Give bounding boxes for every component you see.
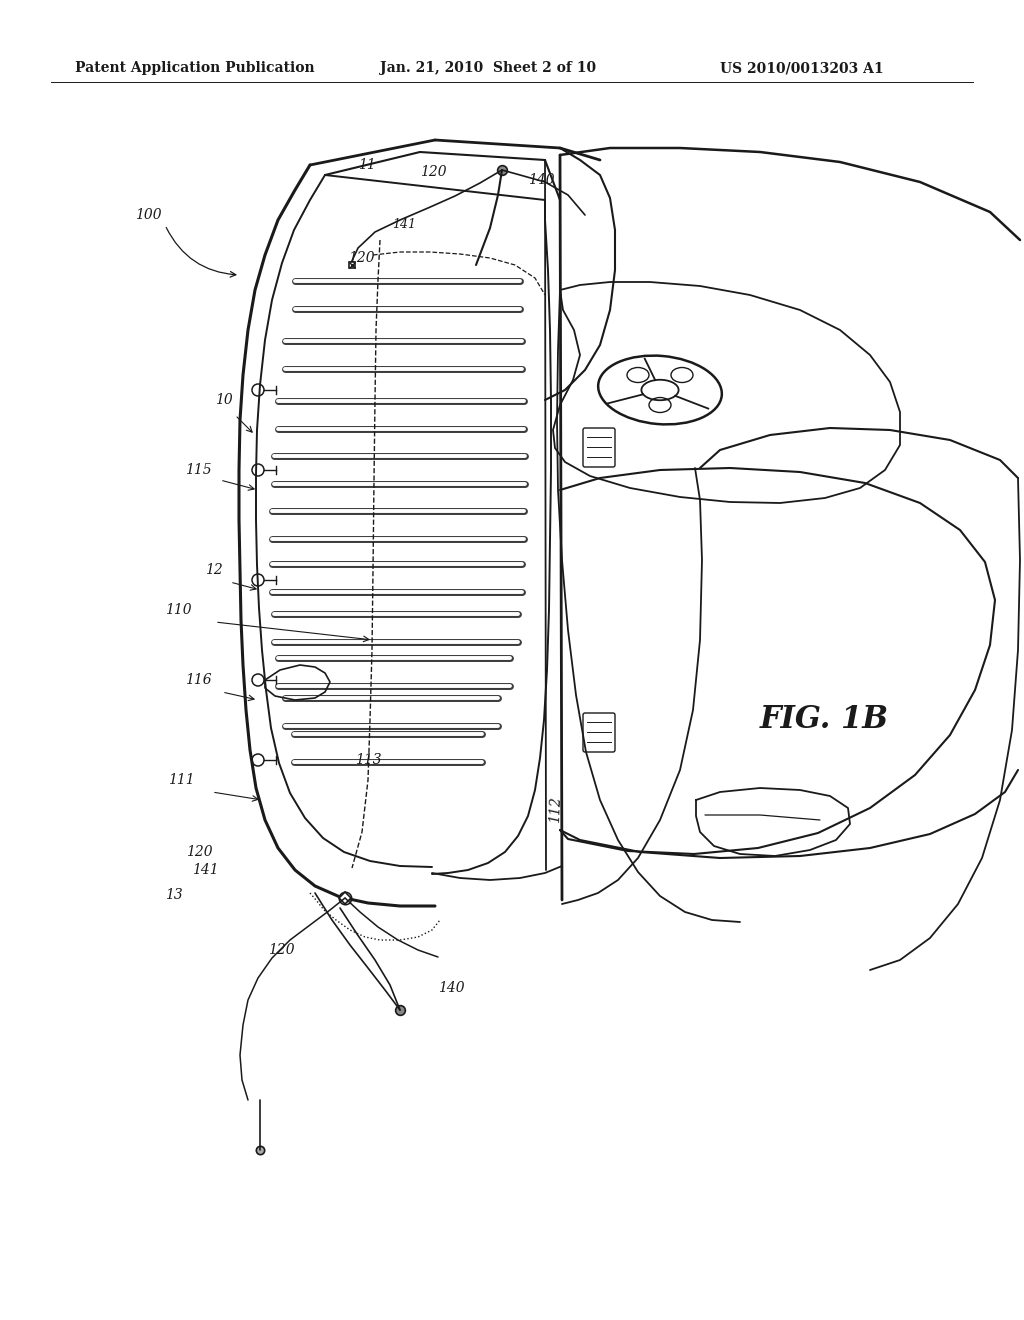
Text: 13: 13 xyxy=(165,888,182,902)
Text: 120: 120 xyxy=(268,942,295,957)
Text: 141: 141 xyxy=(392,219,416,231)
Text: 120: 120 xyxy=(348,251,375,265)
Text: 115: 115 xyxy=(185,463,212,477)
Text: 12: 12 xyxy=(205,564,223,577)
Text: 100: 100 xyxy=(135,209,162,222)
Text: US 2010/0013203 A1: US 2010/0013203 A1 xyxy=(720,61,884,75)
Text: 120: 120 xyxy=(420,165,446,180)
Text: Jan. 21, 2010  Sheet 2 of 10: Jan. 21, 2010 Sheet 2 of 10 xyxy=(380,61,596,75)
Text: 140: 140 xyxy=(438,981,465,995)
Text: 116: 116 xyxy=(185,673,212,686)
Text: 110: 110 xyxy=(165,603,191,616)
Text: 112: 112 xyxy=(548,796,563,824)
Text: 11: 11 xyxy=(358,158,376,172)
Text: 120: 120 xyxy=(186,845,213,859)
Text: 113: 113 xyxy=(355,752,382,767)
Text: FIG. 1B: FIG. 1B xyxy=(760,705,889,735)
Text: Patent Application Publication: Patent Application Publication xyxy=(75,61,314,75)
Text: 140: 140 xyxy=(528,173,555,187)
Text: 141: 141 xyxy=(193,863,219,876)
Text: 10: 10 xyxy=(215,393,232,407)
Text: 111: 111 xyxy=(168,774,195,787)
